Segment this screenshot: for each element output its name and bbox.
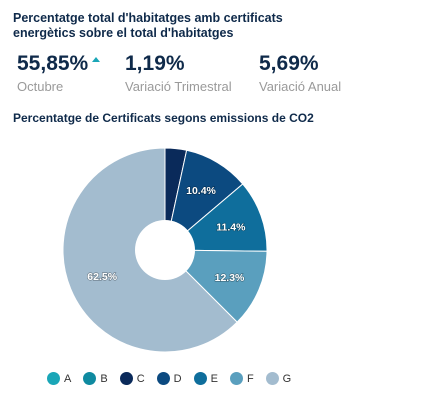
page-title: Percentatge total d'habitatges amb certi… bbox=[13, 11, 283, 40]
donut-chart: 10.4% 11.4% 12.3% 62.5% bbox=[62, 147, 268, 353]
chart-title: Percentatge de Certificats segons emissi… bbox=[13, 111, 314, 125]
donut-hole bbox=[135, 220, 195, 280]
kpi-value: 55,85% bbox=[17, 52, 89, 75]
legend-label: B bbox=[100, 372, 108, 385]
legend-item-G[interactable]: G bbox=[265, 372, 292, 385]
kpi-value: 5,69% bbox=[259, 52, 319, 75]
trend-up-icon bbox=[92, 56, 101, 62]
legend-swatch bbox=[119, 372, 133, 385]
legend-label: G bbox=[282, 372, 292, 385]
pie-slice-F[interactable] bbox=[163, 249, 268, 323]
legend-item-D[interactable]: D bbox=[156, 372, 182, 385]
legend-label: D bbox=[173, 372, 182, 385]
legend-item-F[interactable]: F bbox=[229, 372, 254, 385]
legend-item-B[interactable]: B bbox=[83, 372, 108, 385]
legend-label: F bbox=[246, 372, 254, 385]
kpi-annual-variation: 5,69% Variació Anual bbox=[259, 52, 341, 94]
data-label-D: 10.4% bbox=[186, 185, 216, 197]
legend-item-C[interactable]: C bbox=[119, 372, 145, 385]
kpi-october: 55,85% Octubre bbox=[17, 52, 101, 94]
legend-item-E[interactable]: E bbox=[193, 372, 218, 385]
legend-label: A bbox=[64, 372, 72, 385]
kpi-label: Variació Trimestral bbox=[125, 79, 232, 94]
kpi-value: 1,19% bbox=[125, 52, 185, 75]
legend-swatch bbox=[229, 372, 243, 385]
legend-label: E bbox=[210, 372, 218, 385]
legend-label: C bbox=[136, 372, 145, 385]
kpi-label: Octubre bbox=[17, 79, 64, 94]
legend-swatch bbox=[156, 372, 170, 385]
kpi-quarterly-variation: 1,19% Variació Trimestral bbox=[125, 52, 232, 94]
data-label-E: 11.4% bbox=[216, 221, 246, 233]
legend-swatch bbox=[47, 372, 60, 385]
legend-swatch bbox=[193, 372, 207, 385]
data-label-G: 62.5% bbox=[87, 271, 117, 283]
chart-legend: A B C D E F G bbox=[47, 372, 303, 385]
legend-swatch bbox=[265, 372, 279, 385]
data-label-F: 12.3% bbox=[215, 272, 245, 284]
kpi-label: Variació Anual bbox=[259, 79, 342, 94]
legend-swatch bbox=[83, 372, 97, 385]
legend-item-A[interactable]: A bbox=[47, 372, 71, 385]
